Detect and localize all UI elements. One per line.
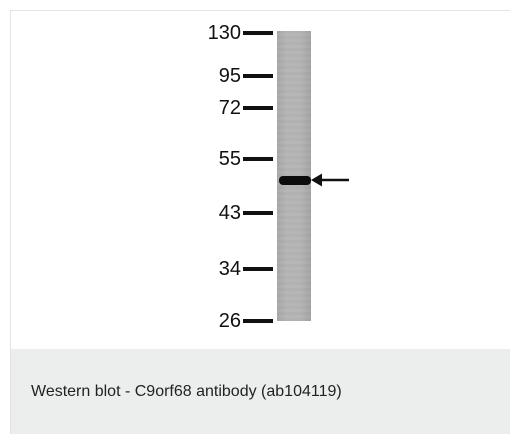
marker-label-26: 26 (218, 310, 241, 332)
marker-tick-34 (243, 267, 273, 271)
marker-tick-43 (243, 211, 273, 215)
marker-tick-55 (243, 157, 273, 161)
marker-label-34: 34 (218, 258, 241, 280)
figure-card: 130 95 72 55 43 34 26 Western blot - C9o… (10, 10, 510, 434)
figure-caption: Western blot - C9orf68 antibody (ab10411… (11, 349, 510, 434)
western-blot-figure[interactable]: 130 95 72 55 43 34 26 (11, 11, 510, 349)
marker-label-95: 95 (218, 65, 241, 87)
marker-tick-95 (243, 74, 273, 78)
protein-band (279, 176, 311, 185)
marker-label-72: 72 (218, 97, 241, 119)
caption-text: Western blot - C9orf68 antibody (ab10411… (31, 383, 342, 400)
marker-tick-26 (243, 319, 273, 323)
marker-label-130: 130 (207, 22, 241, 44)
marker-label-43: 43 (218, 202, 241, 224)
arrow-left-icon (311, 173, 349, 187)
marker-tick-72 (243, 106, 273, 110)
marker-tick-130 (243, 31, 273, 35)
marker-label-55: 55 (218, 148, 241, 170)
